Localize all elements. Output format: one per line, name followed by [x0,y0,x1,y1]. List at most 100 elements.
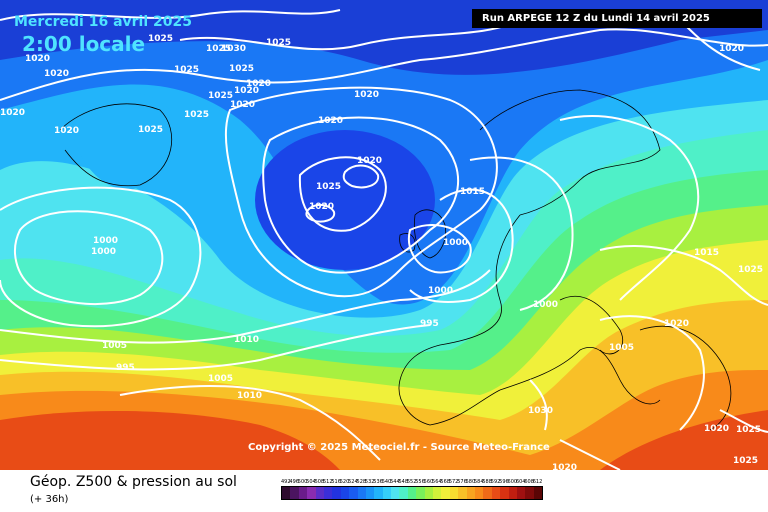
isobar-label: 1025 [184,110,209,120]
isobar-label: 1020 [664,319,689,329]
scale-swatch [424,487,434,499]
isobar-label: 1020 [246,79,271,89]
scale-swatch [391,487,400,499]
isobar-label: 1020 [318,116,343,126]
scale-value-label: 588 [482,479,492,485]
scale-value-label: 596 [499,479,509,485]
isobar-label: 1025 [229,64,254,74]
isobar-label: 1030 [221,44,246,54]
scale-swatch [282,487,291,499]
scale-value-label: 548 [398,479,409,485]
greenland-area [70,91,178,190]
isobar-label: 1000 [428,286,453,296]
scale-swatch [491,487,501,499]
forecast-lead: (+ 36h) [30,494,69,505]
scale-value-label: 520 [339,479,350,485]
isobar-label: 1025 [138,125,163,135]
isobar-label: 1010 [237,391,262,401]
isobar-label: 1005 [102,341,127,351]
scale-swatch [508,487,517,499]
scale-swatch [307,487,316,499]
scale-value-label: 564 [432,479,442,485]
scale-value-label: 544 [390,479,400,485]
scale-value-label: 516 [331,479,341,485]
scale-swatch [349,487,358,499]
scale-swatch [382,487,392,499]
isobar-label: 1025 [736,425,761,435]
isobar-label: 1000 [93,236,118,246]
scale-swatch [357,487,366,499]
valid-date: Mercredi 16 avril 2025 [14,14,192,30]
scale-swatch [449,487,459,499]
isobar-label: 1000 [443,238,468,248]
field-band-red-east [600,410,768,470]
isobar-label: 1020 [0,108,25,118]
scale-swatch [374,487,383,499]
isobar-label: 1015 [460,187,485,197]
scale-value-label: 580 [465,479,476,485]
isobar-lines [0,9,768,470]
scale-swatch [433,487,442,499]
scale-value-label: 556 [415,479,425,485]
scale-swatch [483,487,492,499]
atlantic-low-core [255,130,435,270]
geopotential-field: 1020 1020 1020 1020 1025 1025 1025 1025 … [0,9,768,470]
isobar-label: 1015 [694,248,719,258]
scale-swatch [323,487,333,499]
scale-swatch [315,487,324,499]
isobar-label: 1000 [91,247,116,257]
color-scale-swatches [281,486,544,500]
scale-swatch [340,487,350,499]
isobar-label: 1020 [44,69,69,79]
isobar-labels: 1020 1020 1020 1020 1025 1025 1025 1025 … [0,34,763,470]
scale-value-label: 496 [289,479,299,485]
scale-swatch [516,487,526,499]
isobar-label: 1025 [148,34,173,44]
scale-value-label: 608 [524,479,534,485]
scale-value-label: 536 [373,479,383,485]
color-scale: 492 496 500 504 508 512 516 520 524 528 532 536 540 5… [281,479,544,500]
scale-swatch [441,487,450,499]
isobar-label: 1025 [206,44,231,54]
isobar-label: 1025 [174,65,199,75]
map-title: Géop. Z500 & pression au sol [30,474,237,490]
isobar-label: 1020 [25,54,50,64]
isobar-label: 1020 [552,463,577,470]
isobar-label: 1020 [234,86,259,96]
isobar-label: 1020 [309,202,334,212]
valid-time: 2:00 locale [22,32,146,56]
legend-bar: Géop. Z500 & pression au sol (+ 36h) 492… [0,470,768,512]
scale-swatch [533,487,543,499]
isobar-label: 1025 [266,38,291,48]
scale-value-label: 504 [306,479,316,485]
scale-swatch [466,487,475,499]
scale-value-label: 512 [322,479,333,485]
isobar-label: 1020 [230,100,255,110]
coastlines [59,89,732,431]
scale-swatch [500,487,509,499]
scale-value-label: 604 [515,479,526,485]
scale-value-label: 532 [364,479,375,485]
scale-swatch [298,487,308,499]
isobar-label: 1025 [738,265,763,275]
isobar-label: 1025 [208,91,233,101]
scale-swatch [474,487,484,499]
isobar-label: 1000 [533,300,558,310]
scale-value-label: 600 [507,479,518,485]
isobar-label: 1020 [719,44,744,54]
scale-swatch [365,487,375,499]
scale-value-label: 552 [406,479,417,485]
field-band-red [0,410,340,470]
scale-value-label: 592 [490,479,501,485]
isobar-label: 1010 [234,335,259,345]
scale-value-label: 540 [381,479,392,485]
scale-value-label: 500 [297,479,308,485]
scale-swatch [525,487,534,499]
scale-value-label: 572 [448,479,459,485]
isobar-label: 1020 [54,126,79,136]
scale-value-label: 568 [440,479,450,485]
isobar-label: 1005 [609,343,634,353]
isobar-label: 995 [116,363,135,373]
scale-value-label: 528 [356,479,367,485]
isobar-label: 1020 [704,424,729,434]
